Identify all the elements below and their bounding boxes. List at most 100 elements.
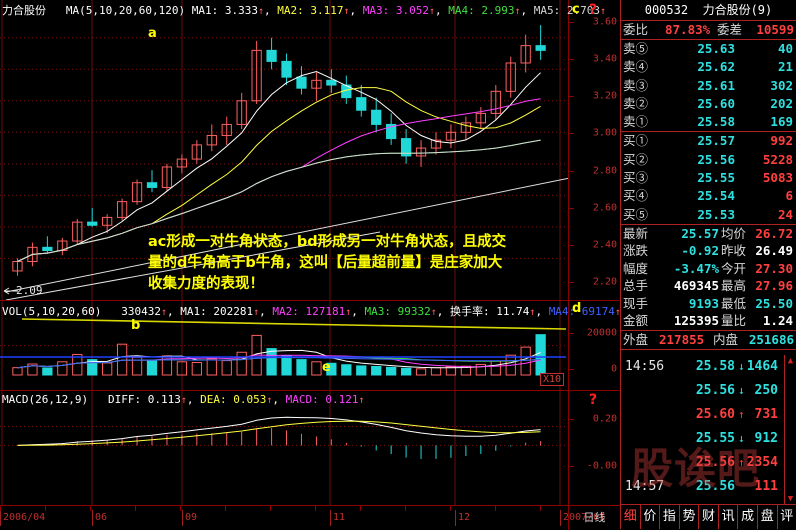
tick-price: 25.56 bbox=[687, 475, 735, 499]
date-tick-mark bbox=[270, 506, 271, 511]
help-question-icon[interactable]: ? bbox=[589, 2, 597, 18]
volume-main-value: 330432 bbox=[121, 305, 161, 318]
axis-tick-label: 3.00 bbox=[593, 128, 617, 139]
sidebar-tab-价[interactable]: 价 bbox=[641, 505, 661, 529]
date-tick-mark bbox=[135, 506, 136, 511]
date-tick-mark bbox=[450, 506, 451, 511]
tick-list-scrollbar[interactable]: ▲ ▼ bbox=[784, 355, 796, 505]
quote-value-left: 9193 bbox=[657, 295, 719, 313]
sidebar-tab-成[interactable]: 成 bbox=[738, 505, 758, 529]
help-question-icon[interactable]: ? bbox=[589, 392, 597, 408]
price-symbol-label: 力合股份 bbox=[2, 4, 46, 17]
date-tick-mark bbox=[90, 506, 91, 511]
period-label[interactable]: 日线 bbox=[568, 506, 620, 530]
tick-volume: 111 bbox=[755, 475, 778, 499]
orderbook-level-label: 买④ bbox=[623, 187, 648, 205]
tick-down-arrow-icon: ↓ bbox=[738, 427, 745, 451]
macd-plot-area[interactable] bbox=[0, 391, 568, 505]
price-indicator-label: MA(5,10,20,60,120) bbox=[66, 4, 185, 17]
separator: , bbox=[187, 393, 200, 406]
axis-tick-label: 2.80 bbox=[593, 165, 617, 176]
chart-letter-marker-a: a bbox=[148, 26, 157, 41]
orderbook-level-label: 卖① bbox=[623, 113, 648, 131]
indicator-value: 换手率: 11.74 bbox=[450, 305, 529, 318]
orderbook-level-label: 买① bbox=[623, 132, 648, 150]
tick-volume: 731 bbox=[755, 403, 778, 427]
orderbook-price: 25.57 bbox=[683, 132, 735, 150]
date-tick-mark bbox=[0, 506, 1, 511]
orderbook-quantity: 5228 bbox=[763, 151, 793, 169]
axis-tick-mark bbox=[569, 419, 574, 420]
date-tick-mark bbox=[540, 506, 541, 511]
tick-up-arrow-icon: ↑ bbox=[738, 451, 745, 475]
orderbook-level-label: 买③ bbox=[623, 169, 648, 187]
indicator-value: MA4: 69174 bbox=[549, 305, 615, 318]
indicator-value: MA4: 2.993 bbox=[448, 4, 514, 17]
sidebar-tab-细[interactable]: 细 bbox=[621, 505, 641, 529]
macd-panel[interactable]: 0.20-0.00 MACD(26,12,9) DIFF: 0.113↑, DE… bbox=[0, 390, 620, 505]
axis-tick-mark bbox=[569, 369, 574, 370]
axis-tick-mark bbox=[569, 96, 574, 97]
axis-tick-label: 2.60 bbox=[593, 202, 617, 213]
sidebar-tab-财[interactable]: 财 bbox=[699, 505, 719, 529]
up-arrow-icon: ↑ bbox=[358, 395, 364, 406]
date-tick-mark bbox=[315, 506, 316, 511]
orderbook-quantity: 992 bbox=[770, 132, 793, 150]
quote-label-right: 最高 bbox=[721, 277, 746, 295]
low-price-arrow-icon bbox=[2, 285, 22, 297]
scroll-up-arrow-icon[interactable]: ▲ bbox=[785, 355, 796, 367]
orderbook-row[interactable]: 买① 25.57 992 bbox=[621, 132, 796, 150]
orderbook-price: 25.62 bbox=[683, 58, 735, 76]
annotation-line-2: 量的d牛角高于b牛角，这叫【后量超前量】是庄家加大 bbox=[148, 253, 578, 274]
axis-tick-mark bbox=[569, 171, 574, 172]
axis-tick-label: 0 bbox=[611, 364, 617, 375]
outer-value: 217855 bbox=[659, 331, 704, 349]
orderbook-price: 25.61 bbox=[683, 77, 735, 95]
macd-values: DIFF: 0.113↑, DEA: 0.053↑, MACD: 0.121↑ bbox=[108, 393, 365, 406]
sidebar-tab-评[interactable]: 评 bbox=[778, 505, 796, 529]
sidebar-tab-讯[interactable]: 讯 bbox=[719, 505, 739, 529]
tick-row[interactable]: 25.55↓912 bbox=[621, 427, 796, 451]
sidebar-title: 000532 力合股份(9) bbox=[621, 0, 796, 21]
date-axis-label: 09 bbox=[182, 510, 197, 526]
sidebar-tab-盘[interactable]: 盘 bbox=[758, 505, 778, 529]
sidebar-tab-势[interactable]: 势 bbox=[680, 505, 700, 529]
quote-label-left: 现手 bbox=[623, 295, 648, 313]
inner-value: 251686 bbox=[749, 331, 794, 349]
tick-volume: 912 bbox=[755, 427, 778, 451]
weicha-value: 10599 bbox=[756, 21, 794, 39]
axis-tick-mark bbox=[569, 466, 574, 467]
tick-row[interactable]: 25.56↑2354 bbox=[621, 451, 796, 475]
tick-row[interactable]: 25.56↓250 bbox=[621, 379, 796, 403]
sidebar-tab-bar[interactable]: 细价指势财讯成盘评 bbox=[621, 504, 796, 529]
date-tick-mark bbox=[360, 506, 361, 511]
indicator-value: DEA: 0.053 bbox=[200, 393, 266, 406]
date-axis-label: 11 bbox=[330, 510, 345, 526]
axis-tick-label: 2.20 bbox=[593, 277, 617, 288]
orderbook-quantity: 302 bbox=[770, 77, 793, 95]
sidebar-tab-指[interactable]: 指 bbox=[660, 505, 680, 529]
quote-value-left: 25.57 bbox=[657, 225, 719, 243]
annotation-line-1: ac形成一对牛角状态，bd形成另一对牛角状态，且成交 bbox=[148, 232, 578, 253]
separator: , bbox=[535, 305, 548, 318]
tick-row[interactable]: 25.60↑731 bbox=[621, 403, 796, 427]
separator: , bbox=[259, 305, 272, 318]
